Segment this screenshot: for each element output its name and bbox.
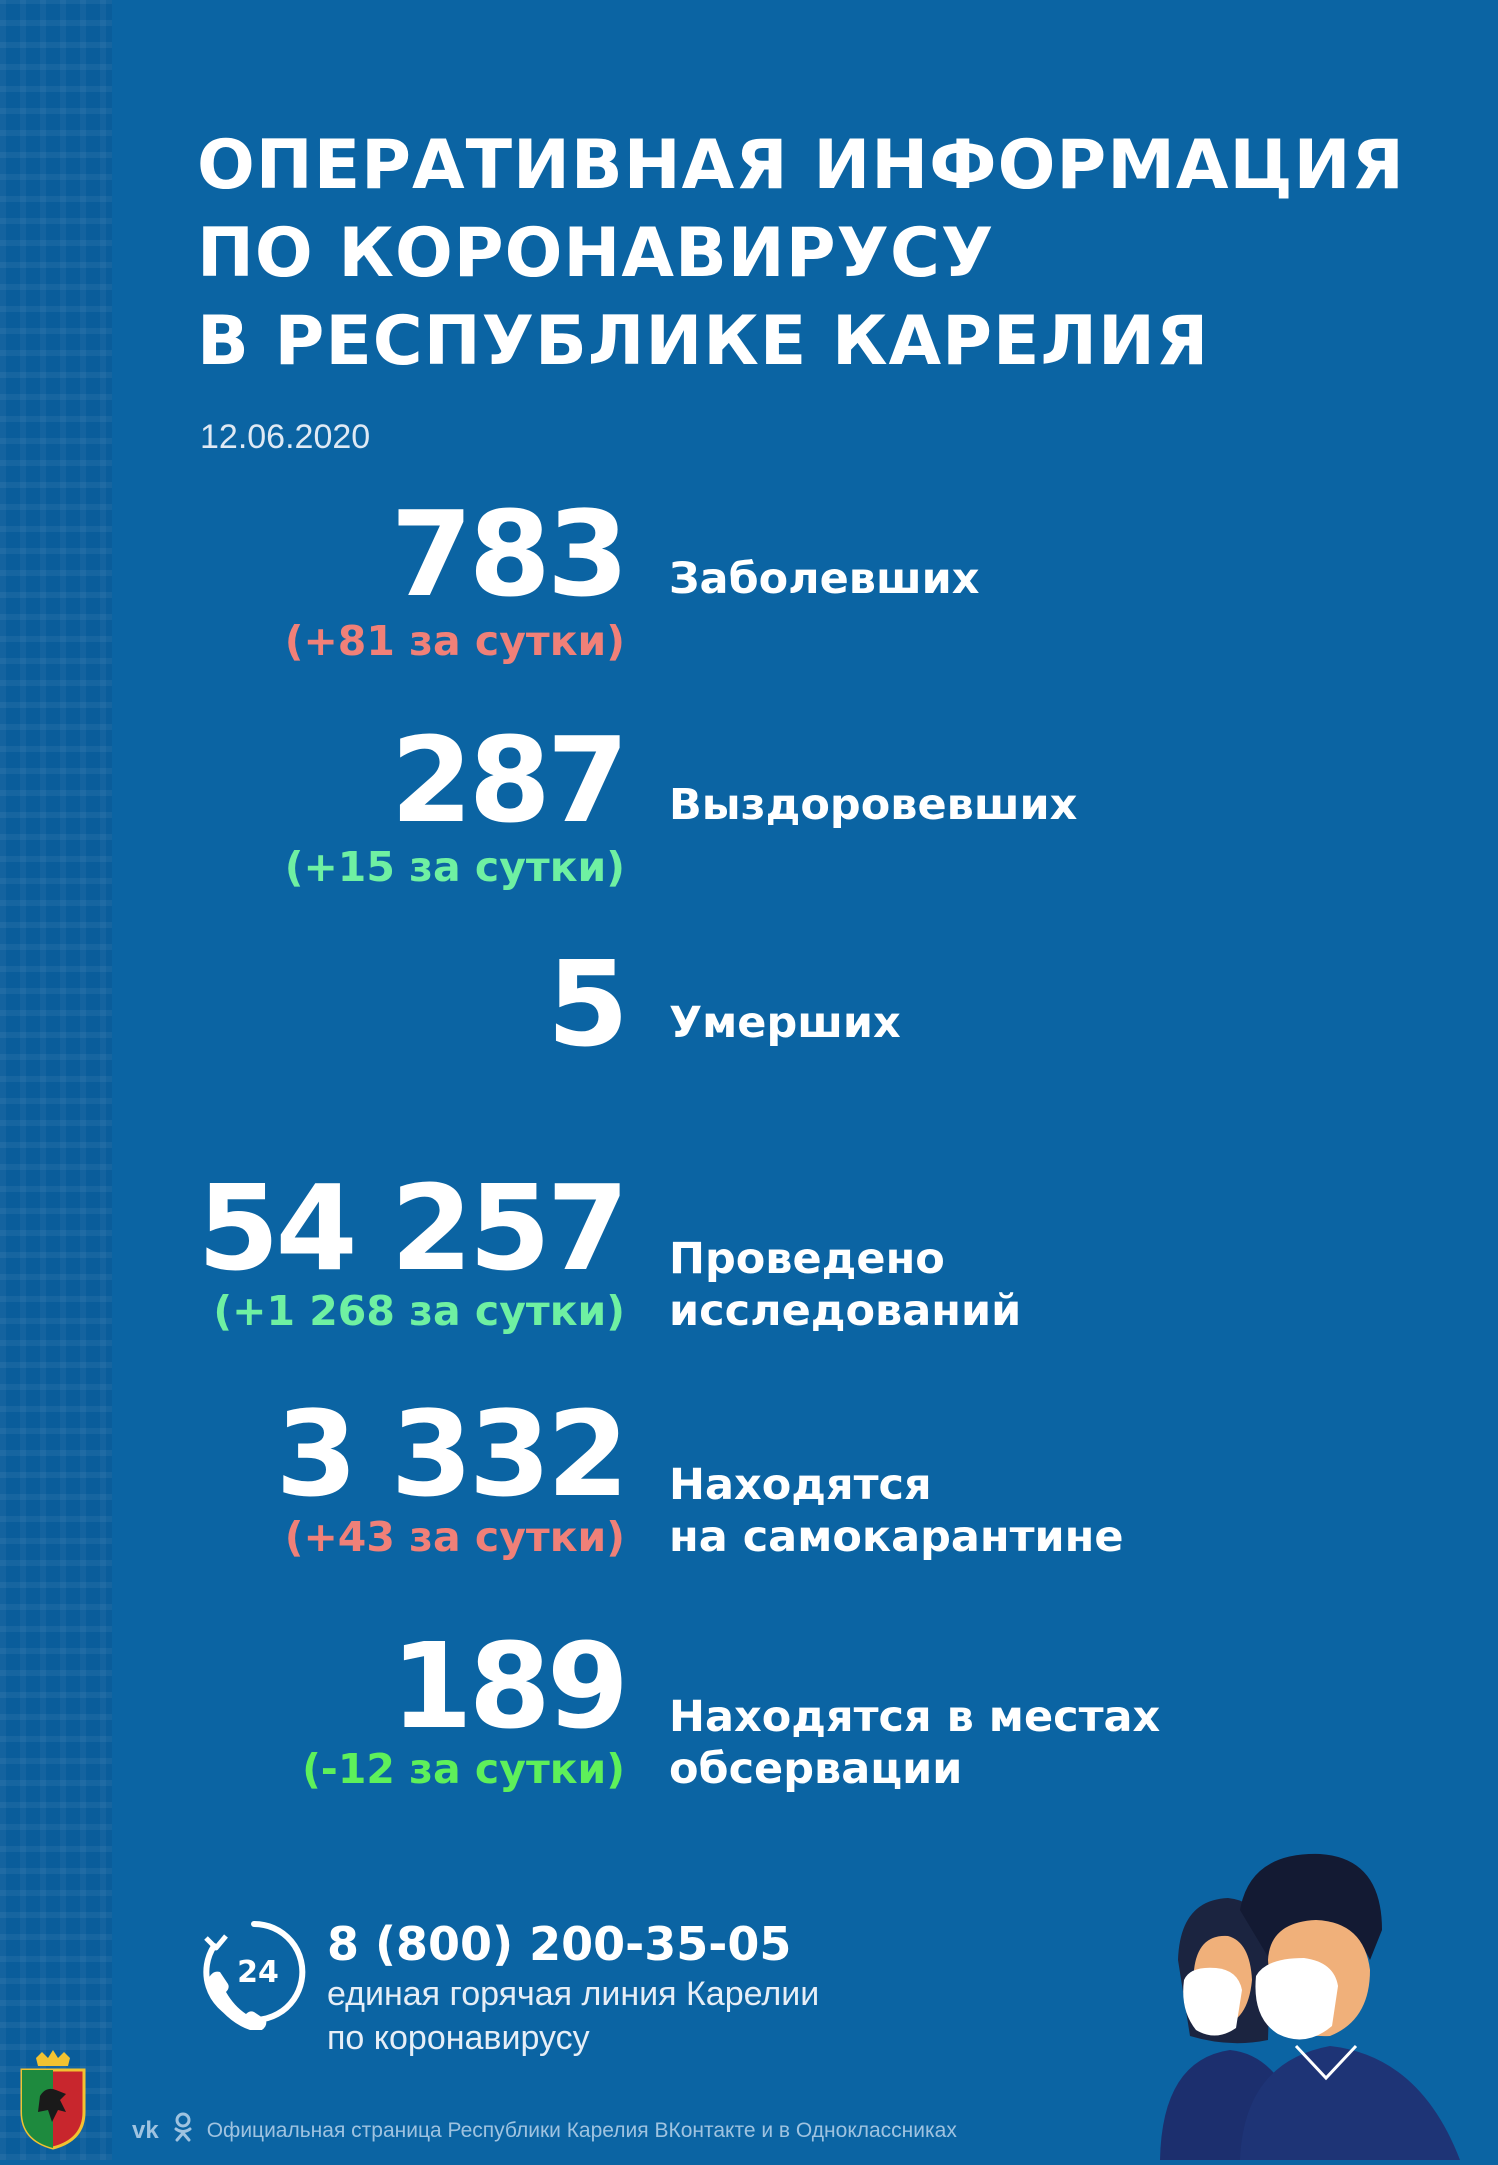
stat-label-line-2: на самокарантине [669,1512,1124,1562]
stat-delta: (+1 268 за сутки) [213,1287,625,1335]
stat-label: Выздоровевших [669,780,1078,830]
stat-value: 5 [546,935,629,1073]
stat-value: 783 [390,485,629,623]
vk-icon[interactable]: vk [132,2116,159,2144]
stat-delta: (+81 за сутки) [284,617,625,665]
social-footer: vk Официальная страница Республики Карел… [132,2112,957,2149]
footer-text: Официальная страница Республики Карелия … [206,2118,957,2142]
stat-delta: (+43 за сутки) [284,1513,625,1561]
hotline-description: единая горячая линия Карелии по коронави… [327,1972,819,2060]
stat-label-line-1: Находятся в местах [669,1692,1161,1742]
title-line-2: ПО КОРОНАВИРУСУ [197,214,995,293]
hotline-desc-line-2: по коронавирусу [327,2019,590,2057]
stat-label: Заболевших [669,554,980,604]
report-date: 12.06.2020 [200,418,371,456]
stat-value: 189 [390,1617,629,1755]
title-line-1: ОПЕРАТИВНАЯ ИНФОРМАЦИЯ [197,126,1405,205]
stat-label-line-1: Находятся [669,1460,932,1510]
stat-value: 287 [390,711,629,849]
ok-icon[interactable] [173,2112,193,2149]
stat-label: Умерших [669,998,901,1048]
side-ornament [0,0,112,2160]
stat-delta: (+15 за сутки) [284,843,625,891]
coat-of-arms [16,2050,90,2150]
hotline-icon-text: 24 [237,1955,279,1990]
title-line-3: В РЕСПУБЛИКЕ КАРЕЛИЯ [197,302,1210,381]
stat-label-line-2: обсервации [669,1744,963,1794]
hotline-phone[interactable]: 8 (800) 200-35-05 [327,1917,792,1971]
stat-value: 3 332 [275,1385,629,1523]
stat-value: 54 257 [197,1159,629,1297]
hotline-desc-line-1: единая горячая линия Карелии [327,1975,820,2013]
page-title: ОПЕРАТИВНАЯ ИНФОРМАЦИЯ ПО КОРОНАВИРУСУ В… [197,122,1457,386]
stat-label-line-2: исследований [669,1286,1022,1336]
stat-delta: (-12 за сутки) [302,1745,625,1793]
masked-people-illustration [1120,1850,1498,2160]
hotline-24-icon: 24 [196,1914,312,2032]
stat-label-line-1: Проведено [669,1234,945,1284]
